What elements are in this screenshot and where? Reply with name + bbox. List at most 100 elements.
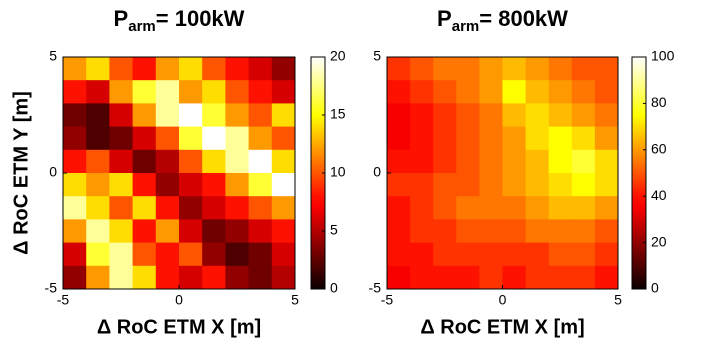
heat-cell	[571, 126, 596, 151]
heat-cell	[202, 103, 226, 128]
heat-cell	[433, 265, 457, 290]
heat-cell	[479, 103, 503, 128]
x-tick-label: -5	[57, 292, 70, 308]
heat-cell	[225, 103, 250, 128]
heat-cell	[387, 57, 411, 81]
heat-cell	[525, 57, 550, 81]
heat-cell	[132, 103, 157, 128]
heat-cell	[86, 242, 110, 267]
heat-cell	[179, 242, 203, 267]
heat-cell	[525, 173, 550, 197]
heat-cell	[63, 242, 87, 267]
heat-cell	[132, 219, 157, 244]
heat-cell	[202, 196, 226, 220]
x-tick-label: 0	[175, 292, 183, 308]
heat-cell	[86, 80, 110, 104]
heat-cell	[63, 126, 87, 151]
heat-cell	[132, 196, 157, 220]
colorbar-tick-label: 80	[651, 94, 667, 110]
x-tick-label: 0	[499, 292, 507, 308]
heat-cell	[202, 149, 226, 174]
y-tick-label: 0	[49, 164, 57, 180]
heat-cell	[202, 242, 226, 267]
heat-cell	[548, 126, 573, 151]
heat-cell	[109, 103, 134, 128]
heat-cell	[155, 219, 180, 244]
heat-cell	[548, 149, 573, 174]
heat-cell	[155, 196, 180, 220]
heat-cell	[63, 103, 87, 128]
x-axis-label: Δ RoC ETM X [m]	[420, 316, 584, 338]
heat-cell	[433, 103, 457, 128]
heat-cell	[502, 126, 527, 151]
heat-cell	[502, 57, 527, 81]
heat-cell	[525, 103, 550, 128]
heat-cell	[271, 80, 296, 104]
heat-cell	[109, 242, 134, 267]
heat-cell	[179, 265, 203, 290]
heat-cell	[86, 196, 110, 220]
heat-cell	[179, 80, 203, 104]
heat-cell	[571, 80, 596, 104]
heat-cell	[502, 173, 527, 197]
heat-cell	[155, 80, 180, 104]
heat-cell	[410, 196, 434, 220]
heat-cell	[86, 265, 110, 290]
heat-cell	[202, 57, 226, 81]
heat-cell	[548, 242, 573, 267]
heat-cell	[248, 80, 273, 104]
heat-cell	[248, 242, 273, 267]
heat-cell	[479, 126, 503, 151]
heat-cell	[225, 242, 250, 267]
heat-cell	[502, 242, 527, 267]
heat-cell	[502, 80, 527, 104]
heat-cell	[433, 242, 457, 267]
heat-cell	[248, 57, 273, 81]
colorbar-tick-label: 0	[651, 280, 659, 296]
heat-cell	[548, 80, 573, 104]
heat-cell	[456, 173, 480, 197]
heat-cell	[479, 196, 503, 220]
heat-cell	[571, 103, 596, 128]
chart-title: Parm= 800kW	[437, 6, 568, 35]
heat-cell	[387, 242, 411, 267]
heat-cell	[63, 219, 87, 244]
y-tick-label: 5	[373, 48, 381, 64]
heat-cell	[502, 265, 527, 290]
heat-cell	[248, 196, 273, 220]
x-axis-label: Δ RoC ETM X [m]	[97, 316, 261, 338]
heat-cell	[479, 173, 503, 197]
colorbar	[631, 56, 647, 290]
heat-cell	[271, 219, 296, 244]
heat-cell	[225, 265, 250, 290]
heat-cell	[387, 265, 411, 290]
heat-cell	[86, 57, 110, 81]
heat-cell	[456, 126, 480, 151]
heat-cell	[410, 173, 434, 197]
title-rest: = 100kW	[156, 6, 245, 31]
heat-cell	[132, 149, 157, 174]
x-tick-label: -5	[381, 292, 394, 308]
heat-cell	[109, 173, 134, 197]
heat-cell	[571, 149, 596, 174]
heat-cell	[155, 265, 180, 290]
heat-cell	[109, 219, 134, 244]
heat-cell	[387, 219, 411, 244]
y-tick-label: -5	[369, 280, 382, 296]
heat-cell	[502, 103, 527, 128]
heat-cell	[410, 103, 434, 128]
heat-cell	[109, 57, 134, 81]
heat-cell	[271, 196, 296, 220]
title-main: P	[114, 6, 129, 31]
heat-cell	[109, 265, 134, 290]
heat-cell	[479, 219, 503, 244]
heat-cell	[202, 173, 226, 197]
heat-cell	[387, 196, 411, 220]
heat-cell	[155, 149, 180, 174]
heat-cell	[456, 196, 480, 220]
heat-cell	[433, 173, 457, 197]
heat-cell	[225, 219, 250, 244]
heat-cell	[525, 196, 550, 220]
heat-cell	[594, 149, 619, 174]
heat-cell	[502, 149, 527, 174]
